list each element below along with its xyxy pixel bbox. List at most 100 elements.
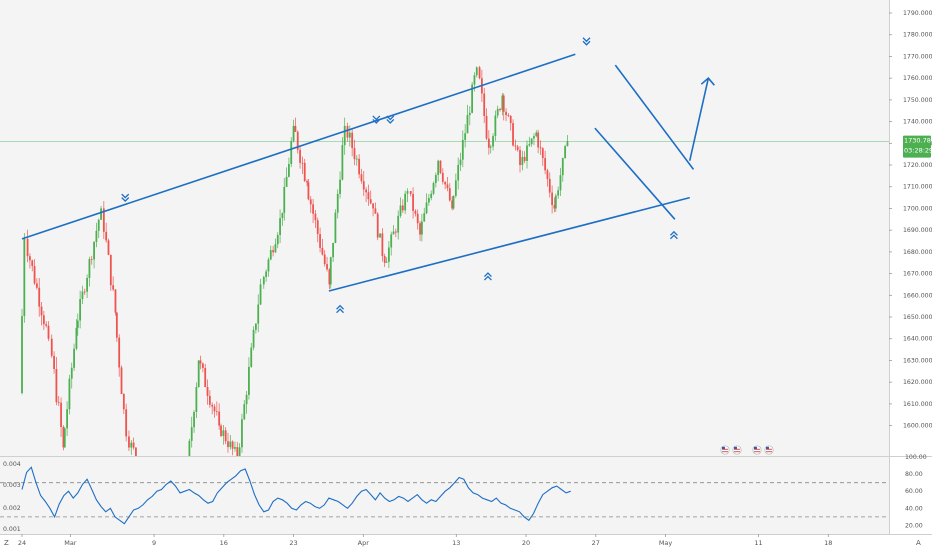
time-tick-label: Mar [64, 539, 77, 547]
indicator-axis[interactable]: 100.00 80.00 60.00 40.00 20.00 [905, 454, 927, 529]
pivot-down-marker [386, 118, 395, 124]
candle-body [475, 67, 478, 76]
candle-body [496, 108, 499, 116]
pivot-down-marker [372, 118, 381, 124]
candle-body [394, 231, 397, 233]
candle-body [541, 148, 544, 159]
price-tick-label: 1620.000 [903, 379, 932, 386]
candle-body [190, 427, 193, 441]
corner-label-left[interactable]: Z [4, 539, 9, 547]
indicator-tick-label: 100.00 [905, 454, 927, 461]
candle-body [213, 406, 216, 412]
candle-body [68, 378, 71, 410]
candle-body [81, 291, 84, 300]
candle-body [301, 162, 304, 164]
candle-body [60, 402, 62, 427]
price-axis[interactable]: 1790.000 1780.000 1770.000 1760.000 1750.000… [0, 0, 932, 535]
candle-body [446, 184, 449, 189]
time-tick-label: 27 [592, 539, 600, 547]
pivot-up-marker [669, 230, 678, 236]
candle-body [83, 291, 86, 293]
candle-body [421, 221, 423, 235]
candle-body [353, 148, 356, 160]
pivot-down-marker [582, 40, 591, 46]
candle-body [512, 123, 514, 146]
indicator-left-axis: 0.004 0.003 0.002 0.001 [3, 461, 21, 533]
candle-body [262, 277, 265, 285]
candle-body [107, 240, 110, 255]
candle-body [323, 254, 326, 265]
candle-body [464, 133, 467, 140]
candle-body [379, 233, 381, 238]
candle-body [414, 210, 417, 214]
candle-body [130, 442, 133, 448]
candle-body [397, 215, 400, 233]
candle-body [88, 259, 91, 278]
candle-body [372, 203, 374, 209]
candle-body [434, 174, 437, 184]
candle-body [312, 204, 314, 214]
candle-body [409, 191, 412, 194]
candle-body [365, 189, 367, 193]
candle-body [316, 220, 319, 235]
candle-body [62, 426, 65, 448]
candle-body [348, 132, 351, 138]
indicator-tick-label: 60.00 [905, 488, 923, 495]
price-tick-label: 1630.000 [903, 357, 932, 364]
price-tick-label: 1660.000 [903, 292, 932, 299]
candle-body [441, 172, 444, 182]
candle-body [566, 141, 569, 147]
price-tick-label: 1640.000 [903, 336, 932, 343]
candle-body [351, 132, 354, 149]
candle-body [343, 125, 346, 146]
candle-body [399, 205, 402, 216]
flag-canton [766, 446, 769, 450]
candle-body [451, 200, 454, 209]
candle-body [461, 139, 464, 160]
candle-body [272, 250, 274, 253]
indicator-series-line [21, 466, 571, 525]
price-tick-label: 1780.000 [903, 32, 932, 39]
candle-body [374, 208, 377, 214]
candle-body [276, 234, 279, 245]
candle-body [274, 244, 277, 253]
candle-body [332, 242, 334, 258]
pivot-down-marker [121, 193, 130, 199]
candle-body [224, 430, 227, 442]
candle-body [35, 283, 38, 288]
flag-stripe [754, 451, 760, 453]
candle-body [188, 440, 191, 456]
candle-body [47, 325, 50, 339]
candle-body [248, 366, 250, 395]
candle-body [21, 316, 23, 394]
economic-event-flags[interactable] [720, 445, 774, 455]
candle-body [125, 409, 128, 437]
corner-label-right[interactable]: A [916, 539, 921, 547]
last-price-badge-box [903, 135, 931, 158]
candle-body [199, 360, 202, 364]
candle-body [369, 199, 372, 204]
candle-body [548, 178, 551, 193]
candle-body [485, 116, 488, 139]
price-tick-label: 1710.000 [903, 184, 932, 191]
time-axis[interactable]: 24 Mar 9 16 23 Apr 13 20 27 May 11 18 [18, 534, 833, 547]
price-tick-label: 1650.000 [903, 314, 932, 321]
candle-body [519, 149, 521, 166]
price-tick-label: 1790.000 [903, 10, 932, 17]
flag-stripe [766, 451, 772, 453]
pivot-up-marker [336, 308, 345, 314]
candle-body [309, 199, 312, 205]
candle-body [29, 256, 31, 261]
price-tick-label: 1670.000 [903, 271, 932, 278]
price-tick-label: 1600.000 [903, 423, 932, 430]
candle-body [509, 115, 512, 124]
flag-canton [754, 446, 757, 450]
indicator-tick-label: 20.00 [905, 522, 923, 529]
candle-body [53, 355, 55, 370]
candle-body [231, 441, 234, 449]
candle-body [448, 188, 451, 201]
candle-body [75, 327, 78, 349]
candle-body [135, 447, 137, 456]
candle-body [222, 430, 225, 436]
candle-body [367, 192, 370, 200]
